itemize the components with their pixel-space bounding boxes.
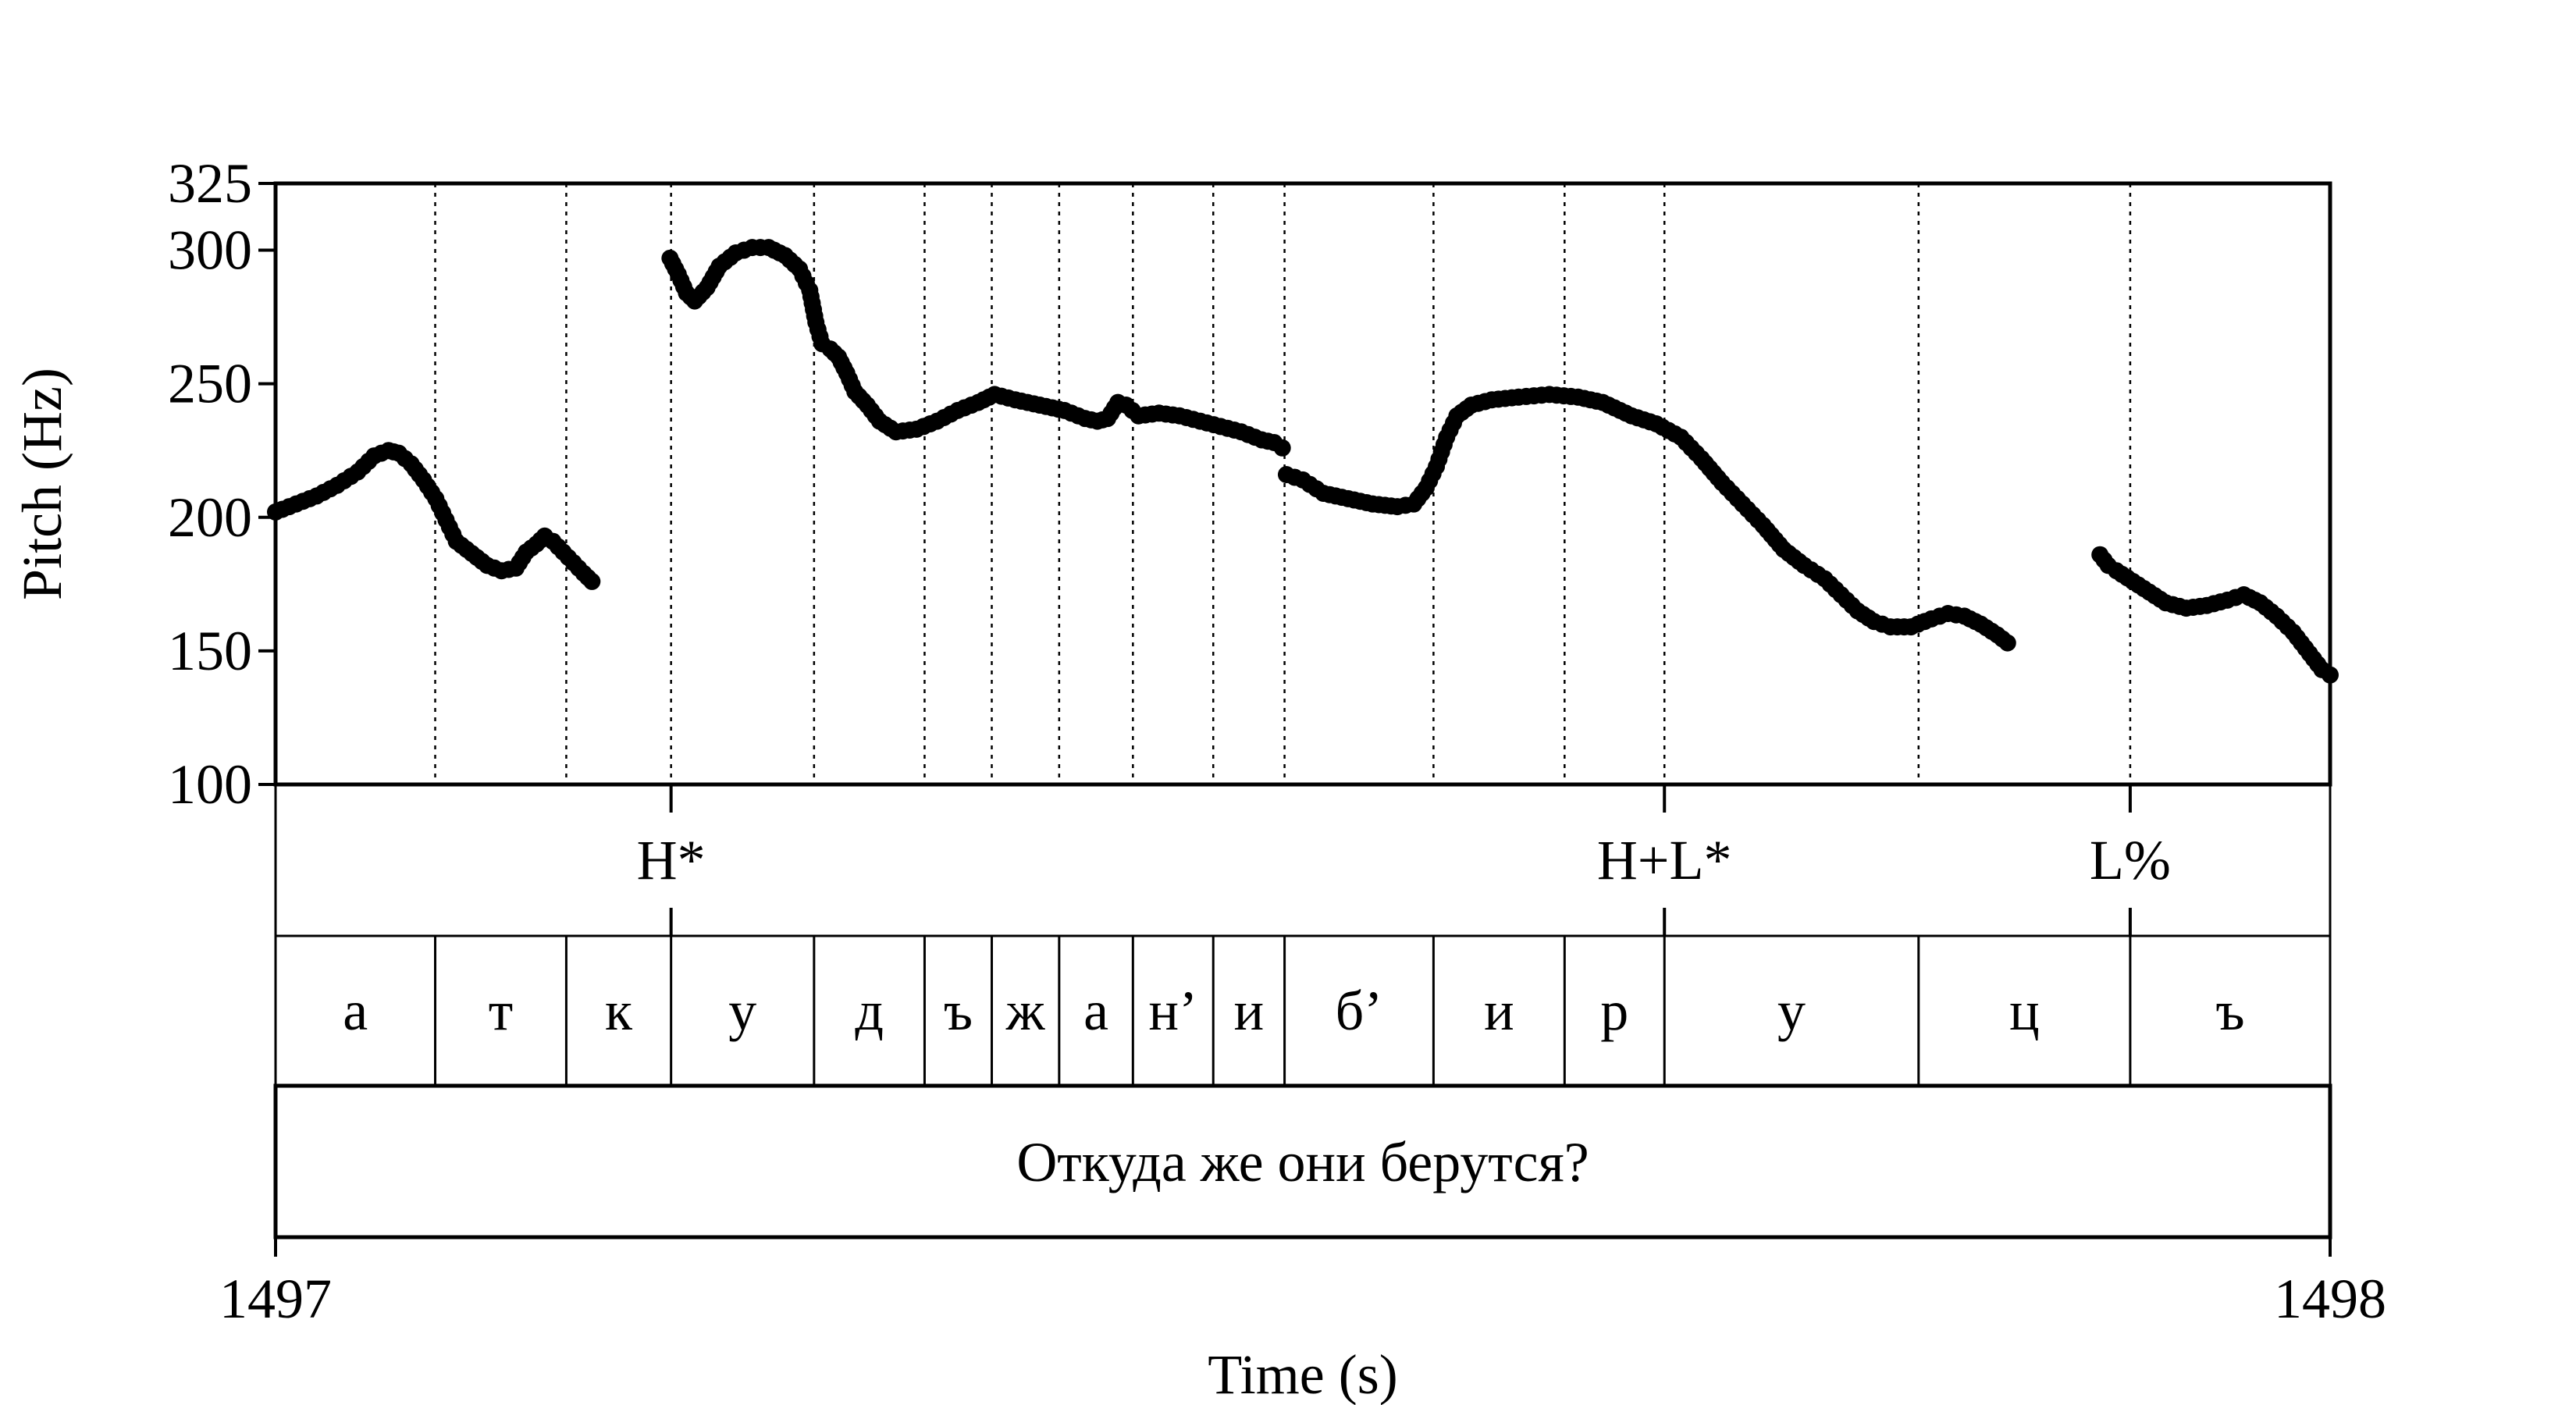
pitch-point [1998, 634, 2016, 652]
segment-label: у [728, 980, 756, 1042]
x-tick-label: 1498 [2274, 1268, 2386, 1330]
segment-label: и [1484, 980, 1514, 1042]
pitch-points [267, 239, 2339, 684]
segment-label: р [1600, 980, 1628, 1042]
pitch-point [583, 572, 601, 590]
segment-label: к [605, 980, 633, 1042]
segment-label: ъ [2215, 980, 2244, 1042]
y-axis-title: Pitch (Hz) [11, 368, 73, 600]
segment-label: а [343, 980, 368, 1042]
segment-label: ъ [944, 980, 973, 1042]
boundary-lines [434, 183, 2132, 1086]
y-tick-label: 150 [168, 620, 252, 682]
x-tick-label: 1497 [219, 1268, 332, 1330]
segment-label: а [1083, 980, 1108, 1042]
segment-label: и [1234, 980, 1265, 1042]
segment-label: у [1777, 980, 1806, 1042]
tone-label: L% [2090, 829, 2171, 891]
pitch-point [1273, 439, 1291, 457]
tone-label: H+L* [1597, 829, 1732, 891]
y-tick-label: 200 [168, 486, 252, 549]
tone-tick-marks [669, 784, 2132, 936]
y-tick-label: 250 [168, 353, 252, 415]
tone-tier-frame [274, 783, 2332, 937]
tone-labels: H* H+L* L% [637, 829, 2171, 891]
segment-label: н’ [1149, 980, 1198, 1042]
sentence-tier-frame [273, 1083, 2332, 1240]
y-tick-label: 100 [168, 753, 252, 816]
segment-label: ц [2009, 980, 2040, 1042]
segment-label: д [855, 980, 884, 1042]
y-tick-label: 325 [168, 152, 252, 215]
tone-label: H* [637, 829, 706, 891]
x-axis: 1497 1498 [219, 1237, 2386, 1330]
segment-labels: а т к у д ъ ж а н’ и б’ и р у ц ъ [343, 980, 2244, 1042]
x-axis-title: Time (s) [1208, 1343, 1397, 1405]
segment-label: ж [1005, 980, 1046, 1042]
sentence-label: Откуда же они берутся? [1016, 1131, 1589, 1193]
segment-label: т [489, 980, 513, 1042]
y-tick-label: 300 [168, 219, 252, 282]
segment-label: б’ [1336, 980, 1383, 1042]
pitch-point [2322, 666, 2339, 684]
